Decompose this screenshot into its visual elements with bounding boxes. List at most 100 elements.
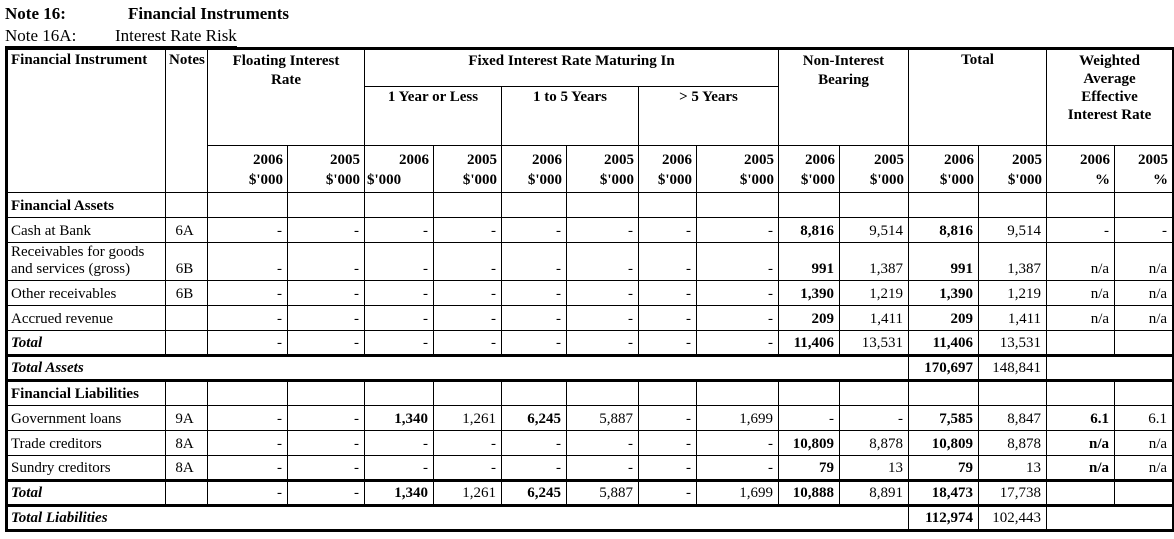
- cell-value-2005: -: [433, 217, 502, 243]
- cell-value-2005: -: [696, 455, 779, 482]
- cell-value-2005: -: [433, 305, 502, 331]
- table-body: Financial Assets Cash at Bank 6A - - - - - - - -8,…: [6, 192, 1174, 532]
- cell-value-2005: -: [566, 280, 639, 306]
- cell-value-2005: -: [696, 430, 779, 456]
- note-cell: [165, 305, 208, 331]
- cell-value-2005: -: [566, 430, 639, 456]
- cell-value-2006: 7,585: [908, 405, 979, 431]
- cell-value-2006: n/a: [1046, 280, 1116, 306]
- cell-value-2006: 8,816: [778, 217, 840, 243]
- note-cell: [165, 480, 208, 507]
- cell-value-2005: n/a: [1114, 455, 1174, 482]
- unit-label: %: [1095, 172, 1111, 188]
- year-label: 2005: [467, 152, 497, 168]
- col-group-non-interest-bearing: Non-Interest Bearing: [778, 48, 909, 146]
- cell-value-2005: -: [566, 217, 639, 243]
- cell-value-2005: 13: [839, 455, 909, 482]
- table-row: Financial Liabilities: [6, 380, 1174, 406]
- cell-value-2006: -: [501, 217, 567, 243]
- year-header-cell: 2006 $'000: [364, 145, 434, 193]
- cell-value-2006: -: [207, 217, 288, 243]
- cell-value-2006: [778, 192, 840, 218]
- cell-value-2006: 1,340: [364, 405, 434, 431]
- cell-value-2005: 6.1: [1114, 405, 1174, 431]
- table-row: Sundry creditors 8A - - - - - - - -79 13 79 13 n/a n/a: [6, 455, 1174, 482]
- cell-value-2006: 18,473: [908, 480, 979, 507]
- cell-value-2006: n/a: [1046, 430, 1116, 456]
- cell-value-2006: 209: [778, 305, 840, 331]
- col-group-weighted-average: Weighted Average Effective Interest Rate: [1046, 48, 1174, 146]
- cell-value-2005: n/a: [1114, 242, 1174, 281]
- unit-label: $'000: [367, 172, 402, 188]
- cell-value-2005: -: [566, 455, 639, 482]
- table-row: Receivables for goods and services (gros…: [6, 242, 1174, 281]
- year-label: 2005: [330, 152, 360, 168]
- year-header-cell: 2006 $'000: [778, 145, 840, 193]
- cell-value-2005: [977, 192, 1048, 218]
- cell-value-2006: -: [638, 217, 697, 243]
- year-header-cell: 2006 $'000: [207, 145, 288, 193]
- year-label: 2005: [744, 152, 774, 168]
- cell-value-2006: -: [638, 480, 697, 507]
- cell-value-2006: -: [778, 405, 840, 431]
- cell-value-2006: -: [364, 242, 434, 281]
- cell-value-2005: [839, 192, 909, 218]
- cell-value-2006: 991: [778, 242, 840, 281]
- cell-value-2005: 8,847: [977, 405, 1048, 431]
- year-label: 2005: [604, 152, 634, 168]
- cell-value-2005: -: [566, 242, 639, 281]
- year-header-cell: 2005%: [1114, 145, 1174, 193]
- note-cell: 6B: [165, 280, 208, 306]
- table-row: Government loans 9A - -1,340 1,261 6,245 5,887…: [6, 405, 1174, 431]
- unit-label: $'000: [1007, 172, 1043, 188]
- cell-value-2005: [696, 380, 779, 406]
- cell-value-2005: [1114, 192, 1174, 218]
- cell-value-2006: [207, 192, 288, 218]
- cell-value-2005: -: [696, 280, 779, 306]
- cell-value-2006: -: [638, 430, 697, 456]
- cell-value-2005: [287, 380, 365, 406]
- unit-label: $'000: [657, 172, 692, 188]
- cell-value-2005: 1,387: [977, 242, 1048, 281]
- cell-value-2005: 8,878: [977, 430, 1048, 456]
- unit-label: $'000: [248, 172, 283, 188]
- cell-value-2006: 79: [908, 455, 979, 482]
- note-cell: [165, 192, 208, 218]
- cell-value-2005: 1,699: [696, 480, 779, 507]
- cell-value-2006: -: [1046, 217, 1116, 243]
- cell-value-2006: 11,406: [778, 330, 840, 357]
- cell-value-2006: 10,809: [908, 430, 979, 456]
- cell-value-2005: 5,887: [566, 480, 639, 507]
- unit-label: $'000: [739, 172, 774, 188]
- unit-label: $'000: [462, 172, 497, 188]
- col-group-total: Total: [907, 48, 1048, 146]
- cell-value-2006: 10,888: [778, 480, 840, 507]
- cell-value-2006: 112,974: [908, 505, 979, 532]
- cell-value-2005: 148,841: [977, 355, 1048, 382]
- col-header-notes: Notes: [165, 48, 208, 193]
- year-label: 2005: [1012, 152, 1043, 168]
- cell-value-2005: 13,531: [839, 330, 909, 357]
- cell-value-2005: -: [287, 430, 365, 456]
- cell-value-2005: -: [433, 330, 502, 357]
- year-header-cell: 2006 $'000: [908, 145, 979, 193]
- cell-value-2005: -: [566, 330, 639, 357]
- cell-value-2006: -: [364, 455, 434, 482]
- note-title-text: Financial Instruments: [128, 4, 290, 23]
- row-label: Total: [6, 480, 166, 507]
- cell-value-2006: [1046, 330, 1116, 357]
- table-row: Trade creditors 8A - - - - - - - -10,809 8,878 10,8…: [6, 430, 1174, 456]
- cell-value-2006: -: [501, 455, 567, 482]
- cell-value-2006: 6,245: [501, 480, 567, 507]
- unit-label: $'000: [527, 172, 562, 188]
- cell-value-2006: -: [364, 430, 434, 456]
- table-row: Total Assets 170,697 148,841: [6, 355, 1174, 382]
- cell-value-2005: -: [566, 305, 639, 331]
- cell-value-2005: [1114, 380, 1174, 406]
- blank-cell: [1046, 505, 1174, 532]
- row-label: Financial Liabilities: [6, 380, 166, 406]
- cell-value-2006: -: [207, 430, 288, 456]
- cell-value-2005: 13: [977, 455, 1048, 482]
- cell-value-2006: -: [207, 455, 288, 482]
- unit-label: $'000: [939, 172, 974, 188]
